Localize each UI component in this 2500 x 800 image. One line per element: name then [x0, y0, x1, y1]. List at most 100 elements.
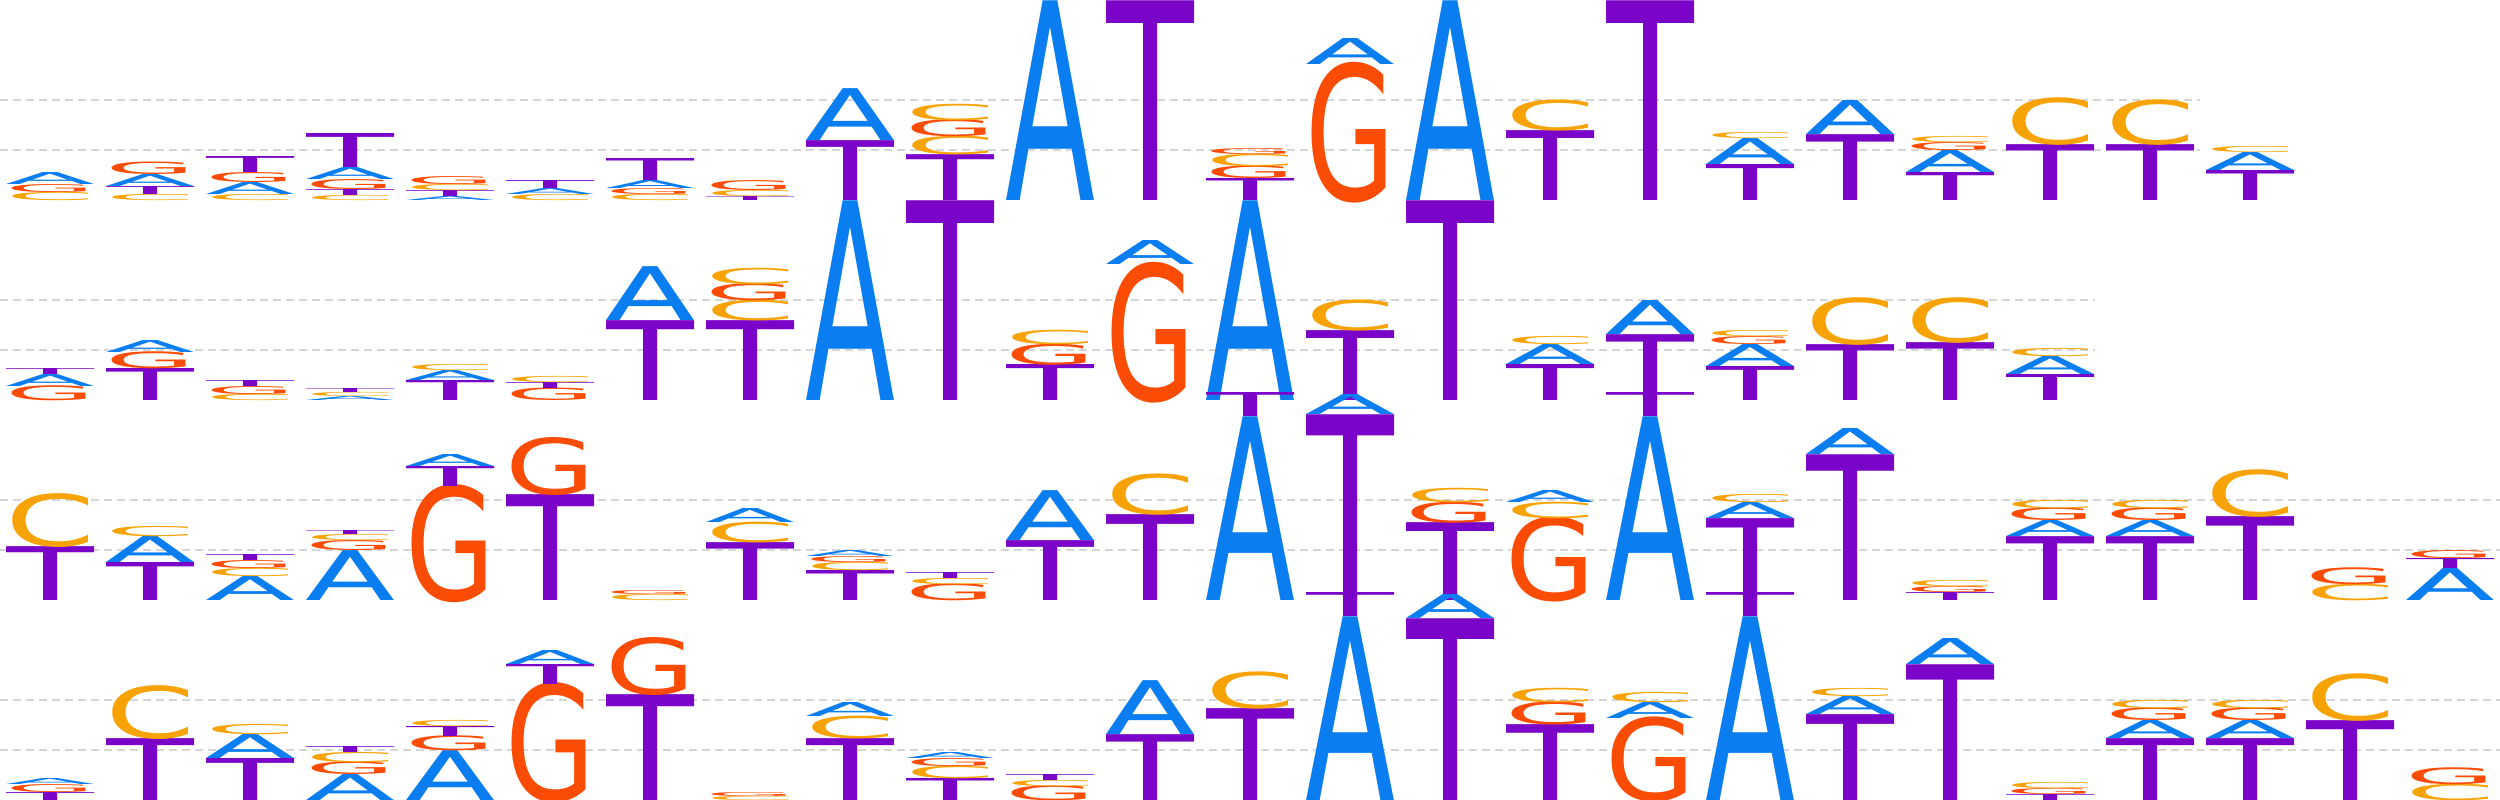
logo-4-col-19-letter-C: C — [1805, 686, 1895, 699]
logo-3-col-5-letter-A: A — [405, 451, 495, 470]
logo-1-col-9-letter-T: T — [805, 125, 894, 220]
logo-1-col-3-letter-A: A — [205, 179, 295, 198]
logo-2-col-3-letter-G: G — [205, 384, 295, 397]
logo-3-col-4-letter-A: A — [305, 537, 395, 617]
logo-3-col-10-letter-C: C — [905, 576, 995, 586]
logo-2-col-5-letter-C: C — [405, 362, 495, 372]
logo-3-col-13-letter-T: T — [1205, 386, 1295, 424]
logo-4-col-1-letter-T: T — [5, 790, 95, 800]
logo-1-col-23-letter-A: A — [2205, 147, 2295, 176]
logo-2-col-18-letter-G: G — [1705, 334, 1795, 347]
logo-3-col-9-letter-G: G — [805, 555, 895, 564]
logo-2-col-14-letter-T: T — [1305, 311, 1394, 423]
logo-3-col-21-letter-T: T — [2005, 519, 2094, 621]
logo-4-col-11-letter-C: C — [1005, 778, 1095, 788]
logo-3-col-5-letter-T: T — [405, 461, 495, 493]
logo-1-col-10-letter-C: C — [905, 131, 995, 160]
logo-3-col-22-letter-G: G — [2105, 505, 2195, 524]
logo-2-col-17-letter-T: T — [1605, 317, 1695, 422]
logo-4-col-22-letter-G: G — [2105, 705, 2195, 724]
logo-1-col-3-letter-C: C — [205, 192, 295, 202]
logo-1-col-3-letter-G: G — [205, 169, 295, 185]
logo-1-col-6-letter-A: A — [505, 186, 595, 196]
logo-3-col-22-letter-A: A — [2105, 516, 2195, 542]
logo-4-col-24-letter-T: T — [2305, 699, 2395, 800]
logo-4-col-1-letter-A: A — [5, 776, 95, 786]
logo-1-col-2-letter-T: T — [105, 184, 195, 197]
logo-1-col-20-letter-G: G — [1905, 140, 1995, 153]
logo-2-col-4-letter-C: C — [305, 391, 395, 397]
logo-1-col-19-letter-A: A — [1805, 91, 1895, 145]
logo-3-col-25-letter-A: A — [2405, 560, 2495, 611]
logo-3-col-18-letter-A: A — [1705, 498, 1795, 524]
logo-2-col-18-letter-T: T — [1705, 357, 1795, 411]
logo-4-col-23-letter-T: T — [2205, 721, 2295, 800]
logo-3-col-15-letter-T: T — [1405, 501, 1494, 626]
logo-4-col-4-letter-A: A — [305, 767, 395, 800]
logo-3-col-24-letter-G: G — [2305, 564, 2395, 590]
logo-4-col-16-letter-G: G — [1505, 696, 1595, 731]
logo-3-col-12-letter-C: C — [1105, 464, 1195, 528]
logo-3-col-12-letter-T: T — [1105, 490, 1194, 628]
logo-1-col-7-letter-C: C — [605, 192, 695, 202]
logo-1-col-16-letter-T: T — [1505, 111, 1594, 223]
logo-4-col-9-letter-T: T — [805, 721, 895, 800]
logo-1-col-5-letter-C: C — [405, 182, 495, 192]
logo-4-col-10-letter-A: A — [905, 750, 995, 760]
logo-3-col-4-letter-T: T — [305, 529, 395, 535]
logo-2-col-17-letter-A: A — [1605, 291, 1695, 345]
logo-3-col-2-letter-C: C — [105, 523, 195, 539]
logo-1-col-11-letter-A: A — [1005, 0, 1095, 265]
logo-4-col-4-letter-T: T — [305, 744, 395, 754]
logo-1-col-18-letter-A: A — [1705, 131, 1795, 172]
logo-3-col-1-letter-T: T — [5, 531, 94, 617]
logo-4-col-20-letter-T: T — [1906, 628, 1995, 800]
logo-4-col-21-letter-C: C — [2005, 780, 2095, 790]
logo-1-col-8-letter-T: T — [705, 195, 795, 201]
logo-4-col-9-letter-A: A — [805, 698, 895, 720]
logo-3-col-25-letter-T: T — [2405, 555, 2495, 571]
logo-2-col-2-letter-A: A — [105, 337, 195, 356]
logo-4-col-17-letter-G: G — [1605, 696, 1695, 800]
logo-3-col-8-letter-A: A — [705, 504, 795, 526]
logo-4-col-19-letter-T: T — [1805, 690, 1894, 800]
logo-3-col-8-letter-C: C — [705, 517, 795, 549]
logo-4-col-21-letter-G: G — [2005, 787, 2095, 796]
logo-3-col-17-letter-T: T — [1605, 386, 1695, 424]
logo-3-col-17-letter-A: A — [1605, 367, 1695, 660]
logo-1-col-20-letter-C: C — [1905, 134, 1995, 144]
logo-4-col-22-letter-C: C — [2105, 698, 2195, 711]
logo-1-col-8-letter-G: G — [705, 177, 795, 193]
logo-2-col-10-letter-T: T — [906, 145, 995, 465]
logo-1-col-18-letter-C: C — [1705, 130, 1795, 140]
logo-4-col-23-letter-G: G — [2205, 705, 2295, 724]
logo-3-col-3-letter-T: T — [205, 552, 295, 562]
logo-3-col-22-letter-T: T — [2105, 519, 2194, 621]
logo-3-col-14-letter-T: T — [1306, 363, 1395, 660]
logo-4-col-11-letter-T: T — [1005, 772, 1095, 782]
logo-4-col-11-letter-G: G — [1005, 782, 1095, 800]
logo-3-col-14-letter-A: A — [1305, 389, 1395, 421]
logo-2-col-20-letter-T: T — [1905, 327, 1994, 419]
logo-3-col-6-letter-T: T — [505, 465, 594, 634]
logo-3-col-10-letter-T: T — [905, 570, 995, 580]
logo-2-col-2-letter-G: G — [105, 348, 195, 374]
logo-4-col-12-letter-A: A — [1105, 666, 1195, 752]
logo-3-col-4-letter-G: G — [305, 537, 395, 553]
logo-2-col-6-letter-C: C — [505, 374, 595, 384]
logo-4-col-14-letter-A: A — [1305, 567, 1395, 800]
logo-3-col-7-letter-G: G — [605, 589, 695, 595]
logo-1-col-18-letter-T: T — [1705, 155, 1795, 212]
logo-1-col-23-letter-T: T — [2205, 162, 2295, 210]
logo-4-col-9-letter-C: C — [805, 710, 895, 745]
logo-4-col-13-letter-T: T — [1205, 683, 1294, 800]
logo-4-col-2-letter-T: T — [105, 721, 195, 800]
logo-3-col-20-letter-T: T — [1905, 590, 1995, 603]
logo-2-col-21-letter-T: T — [2005, 367, 2094, 409]
logo-4-col-5-letter-C: C — [405, 718, 495, 728]
logo-4-col-13-letter-C: C — [1205, 663, 1295, 721]
logo-4-col-5-letter-A: A — [405, 737, 495, 800]
logo-1-col-8-letter-C: C — [705, 188, 795, 198]
